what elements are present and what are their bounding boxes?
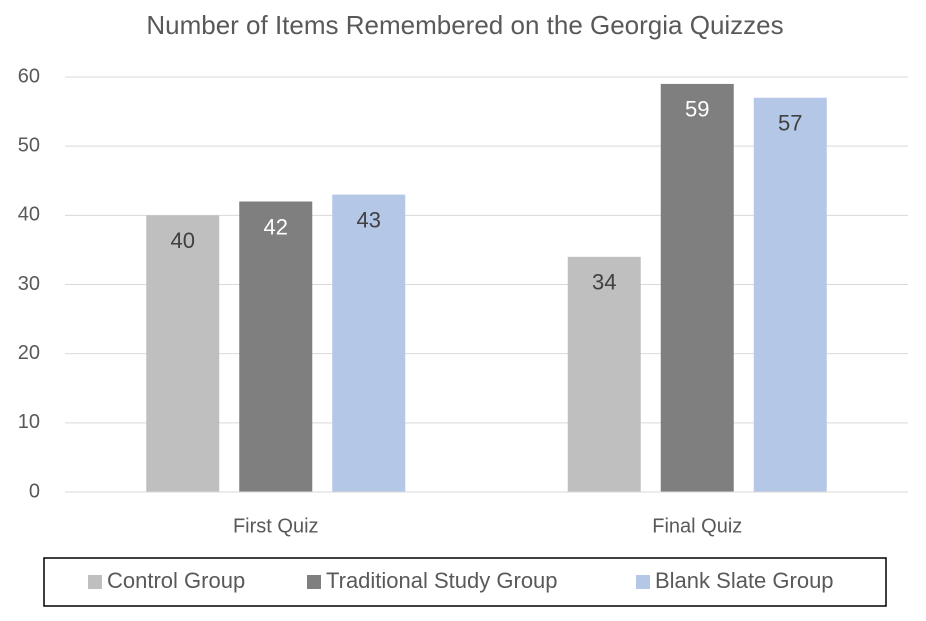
x-tick-label: First Quiz [233,515,319,537]
bar [239,201,313,492]
chart-title: Number of Items Remembered on the Georgi… [146,10,783,40]
data-label: 57 [778,111,802,136]
legend-swatch [636,575,650,589]
bar [146,215,220,493]
y-tick-label: 10 [18,411,40,433]
bar [753,97,827,492]
legend-box [43,557,887,607]
legend-label: Blank Slate Group [655,568,834,593]
legend-label: Traditional Study Group [326,568,558,593]
y-tick-label: 50 [18,134,40,156]
data-label: 59 [685,97,709,122]
y-tick-label: 60 [18,65,40,87]
data-label: 43 [357,207,381,232]
bar [660,83,734,493]
y-tick-label: 0 [29,480,40,502]
bar [332,194,406,493]
legend-swatch [88,575,102,589]
y-tick-label: 20 [18,342,40,364]
y-tick-label: 40 [18,204,40,226]
x-tick-label: Final Quiz [652,515,742,537]
data-label: 34 [592,270,616,295]
y-tick-label: 30 [18,273,40,295]
legend-swatch [307,575,321,589]
data-label: 42 [264,214,288,239]
legend-label: Control Group [107,568,245,593]
data-label: 40 [171,228,195,253]
bar [567,256,641,492]
